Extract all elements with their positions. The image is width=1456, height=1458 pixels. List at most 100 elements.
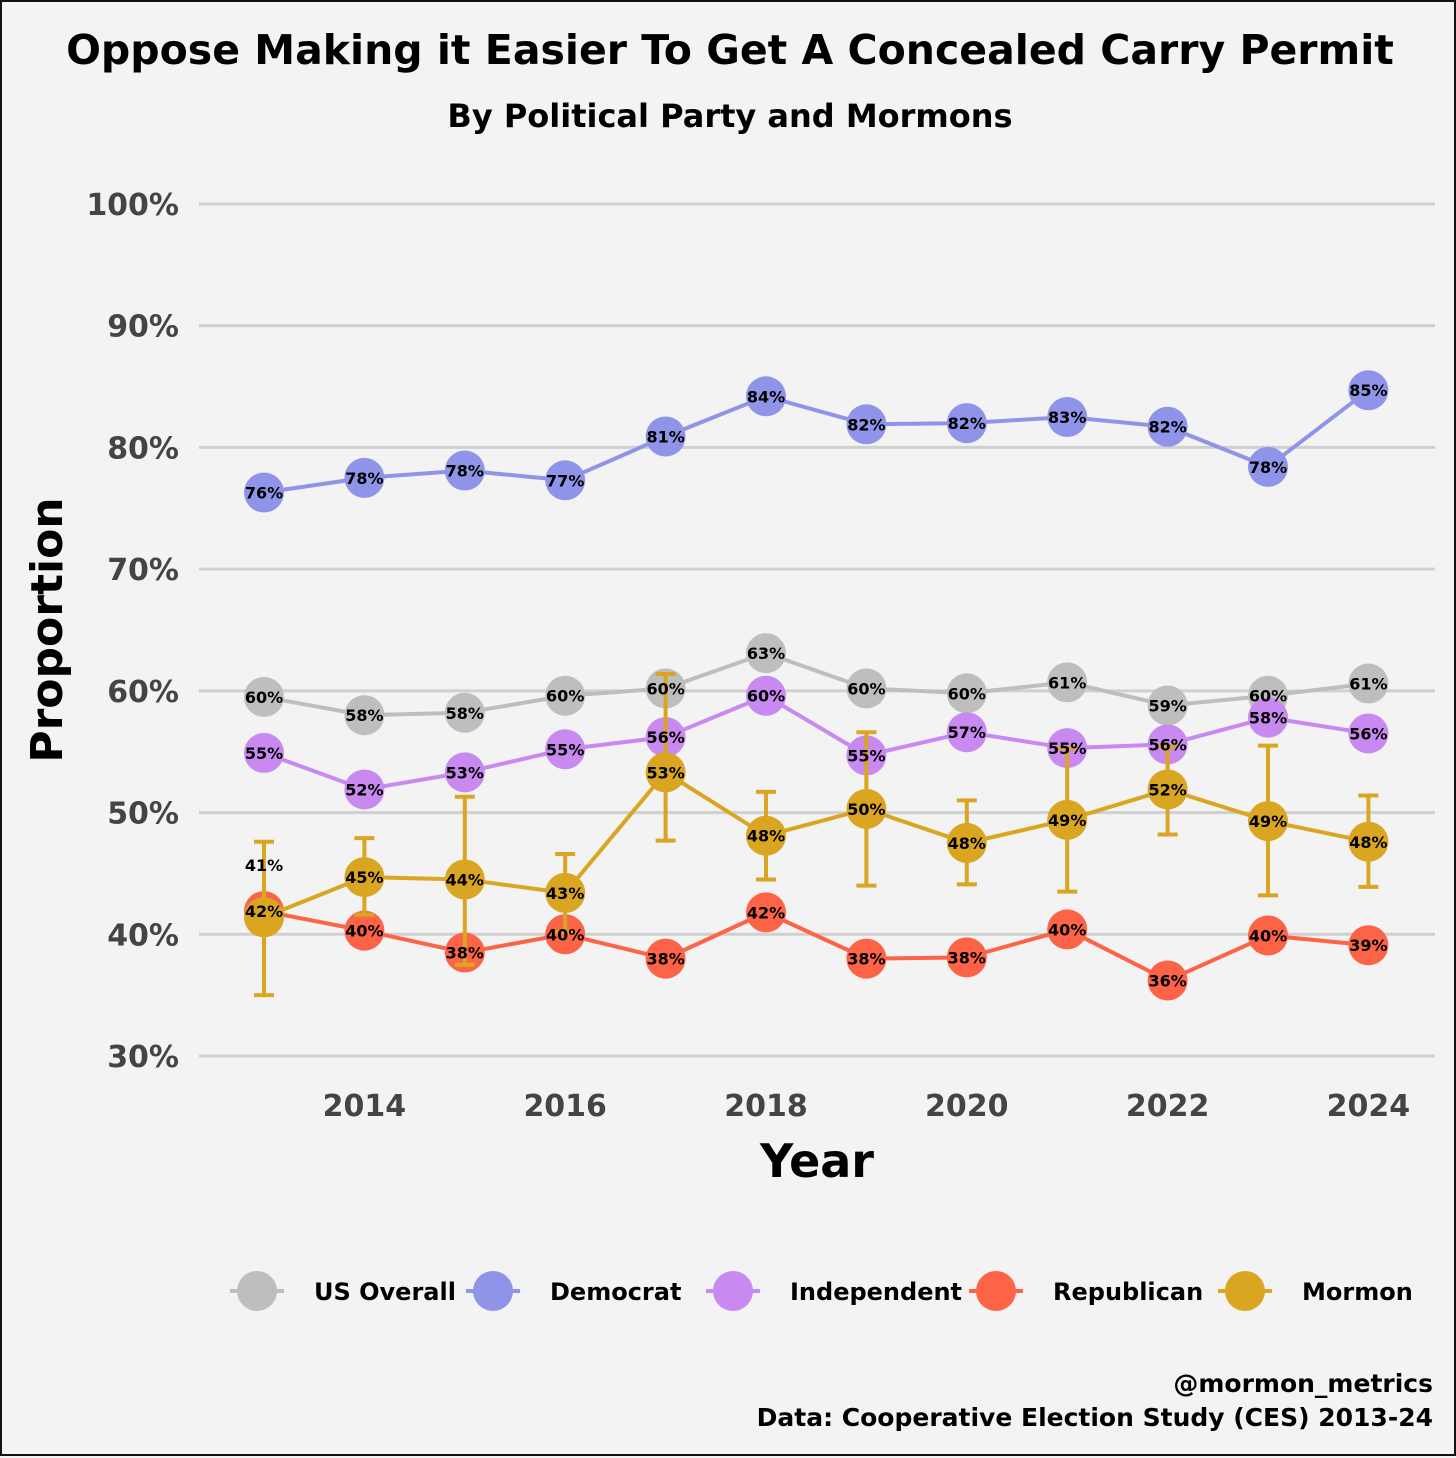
data-point [645,752,686,793]
series-mormon [244,671,1389,998]
y-axis-label: Proportion [22,497,73,762]
data-label: 40% [345,922,383,941]
y-tick-label: 60% [107,675,179,710]
data-label: 81% [646,427,684,446]
data-point [444,859,485,900]
data-label: 60% [646,679,684,698]
data-point [1047,799,1088,840]
legend-label: US Overall [314,1278,456,1306]
data-label: 60% [948,684,986,703]
data-label: 53% [446,763,484,782]
data-label: 50% [847,800,885,819]
data-point [244,732,284,773]
legend-key-marker [976,1271,1016,1311]
series-line [263,693,1369,792]
series-republican [244,891,1389,1001]
legend-key-marker [1225,1271,1265,1311]
series-democrat [244,370,1389,513]
data-label: 60% [1249,687,1287,706]
data-point [545,729,586,770]
data-label: 61% [1349,675,1387,694]
series-line [263,388,1370,495]
data-label: 58% [446,704,484,723]
data-point [1147,960,1188,1001]
data-point [344,910,385,951]
data-label: 38% [646,950,684,969]
data-label: 60% [747,687,785,706]
y-tick-label: 40% [107,918,179,953]
data-label: 57% [948,723,986,742]
series-line [263,909,1369,983]
data-label: 55% [1048,739,1086,758]
data-point [545,872,586,913]
x-axis-label: Year [759,1134,874,1188]
data-label: 82% [847,415,885,434]
data-label: 56% [1148,735,1186,754]
y-tick-label: 70% [107,553,179,588]
data-label: 52% [1148,780,1186,799]
data-point [846,668,887,709]
legend-label: Republican [1053,1278,1203,1306]
data-point [545,914,586,955]
caption-source: Data: Cooperative Election Study (CES) 2… [757,1403,1433,1432]
y-tick-label: 100% [86,188,179,223]
data-label: 44% [446,871,484,890]
x-tick-label: 2022 [1126,1089,1210,1124]
data-point [846,404,887,445]
data-point [444,692,485,733]
data-point [1248,446,1288,487]
x-tick-label: 2018 [724,1089,808,1124]
data-point [545,460,586,501]
data-point [1147,724,1188,765]
legend-key-marker [713,1271,753,1311]
legend-label: Democrat [550,1278,681,1306]
data-point [946,937,987,978]
data-point [746,815,786,856]
data-point [946,823,987,863]
data-label: 40% [1249,927,1287,946]
data-label: 38% [446,944,484,963]
data-label: 42% [245,902,283,921]
data-point [1147,685,1188,726]
data-label: 60% [546,687,584,706]
data-label: 63% [747,644,785,663]
data-label: 48% [1349,833,1387,852]
data-point [946,712,987,753]
data-point [1348,925,1389,966]
data-label: 59% [1148,696,1186,715]
x-tick-label: 2014 [323,1089,407,1124]
legend-label: Independent [790,1278,962,1306]
y-tick-label: 50% [107,797,179,832]
data-point [1348,663,1389,704]
data-point [746,675,786,716]
data-label: 58% [345,706,383,725]
y-tick-label: 30% [107,1040,179,1075]
data-point [645,416,686,457]
data-point [746,633,786,674]
data-label: 52% [345,780,383,799]
series-line [263,651,1369,718]
data-label: 49% [1249,812,1287,831]
data-label: 48% [747,827,785,846]
data-point [1147,769,1188,810]
data-label: 40% [1048,920,1086,939]
data-point [1248,915,1288,956]
legend-key-marker [237,1271,277,1311]
data-point [545,675,586,716]
data-point [444,450,485,491]
data-label: 77% [546,471,584,490]
data-label: 85% [1349,381,1387,400]
data-label: 41% [245,856,283,875]
data-label: 78% [345,469,383,488]
series-us-overall [244,633,1389,736]
data-label: 42% [747,903,785,922]
data-point [244,897,284,938]
x-tick-label: 2024 [1327,1089,1411,1124]
data-point [746,376,786,417]
data-label: 83% [1048,408,1086,427]
data-label: 82% [948,414,986,433]
data-label: 48% [948,834,986,853]
data-point [946,673,987,714]
legend-key-marker [473,1271,513,1311]
